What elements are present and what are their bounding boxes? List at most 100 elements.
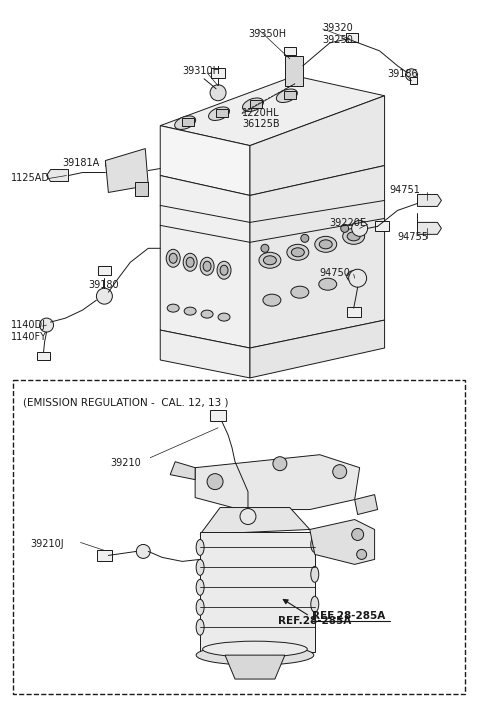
Ellipse shape <box>196 619 204 635</box>
Polygon shape <box>418 194 442 206</box>
Bar <box>200 532 315 652</box>
Text: 1125AD: 1125AD <box>11 173 49 182</box>
Bar <box>374 221 389 231</box>
Polygon shape <box>170 462 195 479</box>
Text: 39210J: 39210J <box>31 539 64 549</box>
Ellipse shape <box>208 107 229 120</box>
Ellipse shape <box>203 641 307 657</box>
Polygon shape <box>47 170 69 182</box>
Ellipse shape <box>196 559 204 575</box>
Ellipse shape <box>291 286 309 298</box>
Ellipse shape <box>186 257 194 267</box>
Bar <box>346 33 358 42</box>
Polygon shape <box>285 56 303 86</box>
Text: 94751: 94751 <box>390 185 420 196</box>
Polygon shape <box>250 320 384 378</box>
Text: 39220E: 39220E <box>330 218 367 228</box>
Text: 94750: 94750 <box>320 268 351 279</box>
Bar <box>37 351 50 361</box>
Bar <box>216 109 228 117</box>
Text: 94755: 94755 <box>397 233 429 243</box>
Ellipse shape <box>169 253 177 263</box>
Ellipse shape <box>201 310 213 318</box>
Circle shape <box>207 474 223 490</box>
Bar <box>210 410 226 421</box>
Ellipse shape <box>343 228 365 245</box>
Circle shape <box>301 234 309 243</box>
Text: 39180: 39180 <box>88 280 119 290</box>
Text: 39350H: 39350H <box>248 29 286 39</box>
Circle shape <box>136 544 150 559</box>
Polygon shape <box>160 175 250 348</box>
Ellipse shape <box>242 98 264 112</box>
Ellipse shape <box>259 252 281 268</box>
Circle shape <box>240 508 256 525</box>
Polygon shape <box>310 520 374 564</box>
Circle shape <box>96 288 112 304</box>
Text: 39250: 39250 <box>323 35 354 45</box>
Text: 1220HL: 1220HL <box>242 107 280 117</box>
Circle shape <box>357 549 367 559</box>
Ellipse shape <box>347 232 360 241</box>
Bar <box>250 100 262 107</box>
Text: 1140DJ: 1140DJ <box>11 320 46 330</box>
Polygon shape <box>250 165 384 348</box>
Ellipse shape <box>184 307 196 315</box>
Ellipse shape <box>196 600 204 615</box>
Text: 39186: 39186 <box>387 69 418 78</box>
Text: 39210: 39210 <box>110 457 141 468</box>
Polygon shape <box>135 182 148 197</box>
Polygon shape <box>160 126 250 195</box>
Polygon shape <box>160 330 250 378</box>
Bar <box>97 550 112 561</box>
Ellipse shape <box>217 262 231 279</box>
Ellipse shape <box>218 313 230 321</box>
Ellipse shape <box>263 294 281 306</box>
Polygon shape <box>225 655 285 679</box>
Text: REF.28-285A: REF.28-285A <box>312 612 385 621</box>
Ellipse shape <box>276 89 298 103</box>
Circle shape <box>348 269 367 287</box>
Polygon shape <box>106 148 148 192</box>
Ellipse shape <box>264 256 276 264</box>
Text: 39320: 39320 <box>323 23 353 33</box>
Circle shape <box>352 529 364 540</box>
Bar <box>98 266 111 275</box>
Ellipse shape <box>291 248 304 257</box>
Ellipse shape <box>319 279 336 290</box>
Circle shape <box>273 457 287 471</box>
Polygon shape <box>418 223 442 234</box>
Ellipse shape <box>196 539 204 556</box>
Bar <box>284 90 296 99</box>
Ellipse shape <box>315 236 336 252</box>
Bar <box>211 68 225 78</box>
Ellipse shape <box>167 304 179 312</box>
Circle shape <box>341 224 348 233</box>
Circle shape <box>210 85 226 100</box>
Text: 39181A: 39181A <box>62 158 100 168</box>
FancyBboxPatch shape <box>12 380 465 694</box>
Circle shape <box>333 464 347 479</box>
Ellipse shape <box>196 645 314 665</box>
Ellipse shape <box>287 245 309 260</box>
Ellipse shape <box>347 270 365 282</box>
Text: (EMISSION REGULATION -  CAL. 12, 13 ): (EMISSION REGULATION - CAL. 12, 13 ) <box>23 398 228 408</box>
Ellipse shape <box>311 566 319 583</box>
Ellipse shape <box>203 262 211 271</box>
Ellipse shape <box>175 116 196 129</box>
Polygon shape <box>250 95 384 195</box>
Ellipse shape <box>220 265 228 275</box>
Bar <box>182 117 194 126</box>
Text: 39310H: 39310H <box>182 66 220 76</box>
Bar <box>347 307 360 317</box>
Circle shape <box>352 221 368 236</box>
Ellipse shape <box>166 250 180 267</box>
Ellipse shape <box>311 537 319 552</box>
Ellipse shape <box>200 257 214 275</box>
Circle shape <box>39 318 54 332</box>
Polygon shape <box>200 508 310 534</box>
Text: REF.28-285A: REF.28-285A <box>278 617 351 626</box>
Polygon shape <box>195 455 360 510</box>
Ellipse shape <box>183 253 197 271</box>
Polygon shape <box>355 495 378 515</box>
